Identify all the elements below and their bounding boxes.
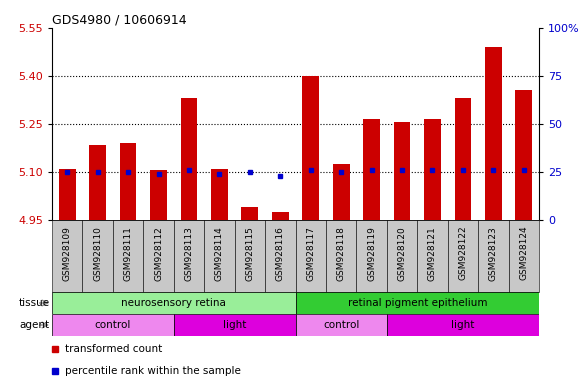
Bar xyxy=(454,98,471,220)
Bar xyxy=(387,314,539,336)
Bar xyxy=(242,207,258,220)
Text: percentile rank within the sample: percentile rank within the sample xyxy=(65,366,241,376)
Text: GSM928114: GSM928114 xyxy=(215,226,224,280)
Bar xyxy=(52,314,174,336)
Bar xyxy=(235,220,265,292)
Bar xyxy=(59,169,76,220)
Bar xyxy=(508,220,539,292)
Bar xyxy=(333,164,350,220)
Bar xyxy=(174,220,204,292)
Bar xyxy=(296,314,387,336)
Bar xyxy=(296,220,326,292)
Bar xyxy=(113,220,144,292)
Bar xyxy=(424,119,441,220)
Bar xyxy=(326,220,356,292)
Bar xyxy=(144,220,174,292)
Bar xyxy=(394,122,410,220)
Text: GSM928120: GSM928120 xyxy=(397,226,407,280)
Bar xyxy=(52,220,83,292)
Bar xyxy=(272,212,289,220)
Text: tissue: tissue xyxy=(19,298,50,308)
Bar xyxy=(120,143,137,220)
Bar xyxy=(174,314,296,336)
Text: GSM928123: GSM928123 xyxy=(489,226,498,280)
Text: neurosensory retina: neurosensory retina xyxy=(121,298,226,308)
Bar xyxy=(181,98,198,220)
Bar xyxy=(356,220,387,292)
Bar xyxy=(296,292,539,314)
Text: GSM928124: GSM928124 xyxy=(519,226,528,280)
Text: GSM928115: GSM928115 xyxy=(245,226,254,281)
Text: GDS4980 / 10606914: GDS4980 / 10606914 xyxy=(52,14,187,27)
Text: GSM928116: GSM928116 xyxy=(276,226,285,281)
Bar xyxy=(211,169,228,220)
Text: transformed count: transformed count xyxy=(65,344,162,354)
Text: GSM928112: GSM928112 xyxy=(154,226,163,280)
Bar xyxy=(417,220,448,292)
Bar xyxy=(448,220,478,292)
Bar xyxy=(478,220,508,292)
Bar xyxy=(204,220,235,292)
Bar xyxy=(302,76,319,220)
Bar xyxy=(150,170,167,220)
Text: retinal pigment epithelium: retinal pigment epithelium xyxy=(347,298,487,308)
Text: GSM928121: GSM928121 xyxy=(428,226,437,280)
Text: GSM928110: GSM928110 xyxy=(93,226,102,281)
Bar xyxy=(265,220,296,292)
Text: agent: agent xyxy=(20,320,50,330)
Text: GSM928118: GSM928118 xyxy=(336,226,346,281)
Bar xyxy=(89,145,106,220)
Text: light: light xyxy=(223,320,246,330)
Bar xyxy=(363,119,380,220)
Bar xyxy=(387,220,417,292)
Bar xyxy=(485,47,502,220)
Bar xyxy=(83,220,113,292)
Text: GSM928122: GSM928122 xyxy=(458,226,467,280)
Bar xyxy=(515,90,532,220)
Text: GSM928111: GSM928111 xyxy=(124,226,132,281)
Bar xyxy=(52,292,296,314)
Text: GSM928113: GSM928113 xyxy=(185,226,193,281)
Text: GSM928119: GSM928119 xyxy=(367,226,376,281)
Text: control: control xyxy=(95,320,131,330)
Text: GSM928117: GSM928117 xyxy=(306,226,315,281)
Text: control: control xyxy=(323,320,359,330)
Text: GSM928109: GSM928109 xyxy=(63,226,71,281)
Text: light: light xyxy=(451,320,475,330)
